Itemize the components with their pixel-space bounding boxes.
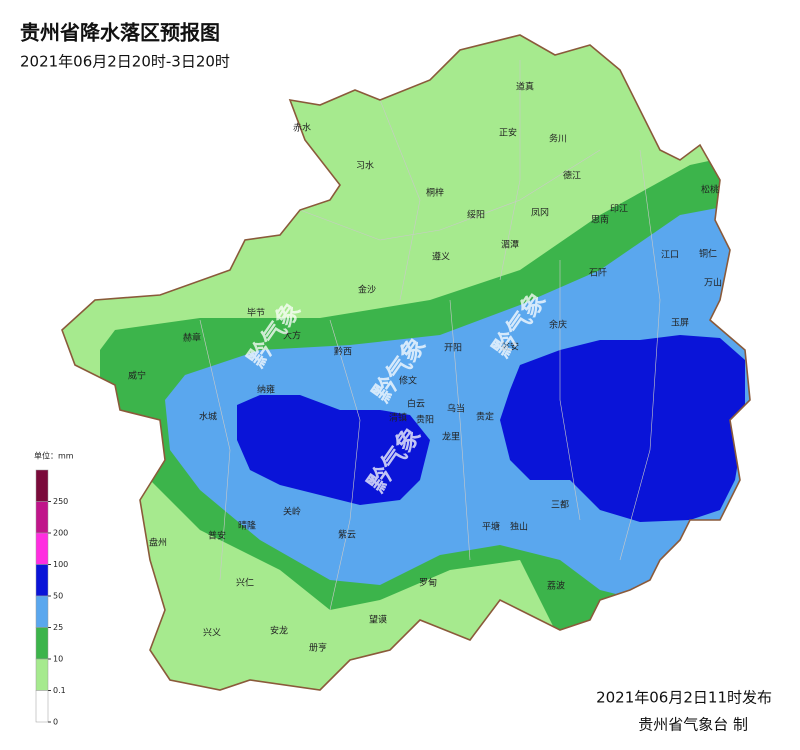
place-label: 威宁 (128, 370, 146, 382)
legend-tick-label: 50 (53, 592, 63, 601)
place-label: 纳雍 (257, 384, 275, 396)
place-label: 兴仁 (236, 577, 254, 589)
issue-time: 2021年06月2日11时发布 (596, 689, 772, 707)
place-label: 遵义 (432, 251, 450, 263)
legend-tick-label: 100 (53, 560, 68, 569)
legend-swatch (35, 658, 49, 691)
place-label: 习水 (356, 160, 374, 172)
place-label: 金沙 (358, 284, 376, 296)
legend-tick-label: 25 (53, 623, 63, 632)
place-label: 大方 (283, 330, 301, 342)
place-label: 赤水 (293, 122, 311, 134)
place-label: 修文 (399, 375, 417, 387)
place-label: 贵阳 (416, 414, 434, 426)
place-label: 龙里 (442, 431, 460, 443)
place-label: 水城 (199, 411, 217, 423)
place-label: 道真 (516, 81, 534, 93)
county-borders (199, 60, 661, 611)
legend-tick-label: 200 (53, 529, 68, 538)
legend-tick-label: 10 (53, 655, 63, 664)
place-label: 平塘 (482, 521, 500, 533)
place-label: 瓮安 (501, 341, 519, 353)
legend-swatch (35, 501, 49, 534)
legend-swatch (35, 469, 49, 502)
place-label: 紫云 (338, 530, 356, 541)
place-label: 黔西 (334, 346, 352, 358)
legend-swatch (35, 564, 49, 597)
place-label: 余庆 (549, 319, 567, 331)
place-label: 石阡 (589, 268, 607, 279)
place-label: 普安 (208, 530, 226, 542)
place-label: 铜仁 (699, 248, 717, 260)
place-label: 赫章 (183, 332, 201, 344)
issuer: 贵州省气象台 制 (638, 716, 748, 734)
legend-swatch (35, 595, 49, 628)
place-label: 清镇 (389, 412, 407, 424)
place-label: 册亨 (309, 642, 327, 654)
place-label: 凤冈 (531, 208, 549, 219)
legend-swatch (35, 627, 49, 660)
map-subtitle: 2021年06月2日20时-3日20时 (20, 53, 230, 71)
place-label: 万山 (704, 278, 722, 289)
place-label: 印江 (610, 203, 628, 215)
region-rainstorm (237, 395, 430, 505)
place-label: 贵定 (476, 411, 494, 423)
place-label: 松桃 (701, 184, 719, 196)
place-label: 罗甸 (419, 577, 437, 589)
place-label: 兴义 (203, 628, 221, 639)
place-label: 思南 (591, 214, 609, 226)
legend-tick-label: 0 (53, 718, 58, 727)
legend: 单位：mm 250 200 100 50 25 10 0.1 0 (34, 451, 74, 727)
place-label: 安龙 (270, 625, 288, 637)
legend-swatch (35, 690, 49, 723)
place-label: 乌当 (447, 403, 465, 415)
place-label: 湄潭 (501, 240, 519, 251)
place-label: 晴隆 (238, 520, 256, 532)
place-label: 江口 (661, 250, 679, 261)
place-label: 桐梓 (426, 187, 444, 199)
place-label: 玉屏 (671, 318, 689, 329)
legend-unit: 单位：mm (34, 451, 74, 461)
place-label: 关岭 (283, 506, 301, 518)
place-label: 绥阳 (467, 210, 485, 221)
place-label: 开阳 (444, 343, 462, 354)
place-label: 荔波 (547, 580, 565, 592)
place-label: 盘州 (149, 537, 167, 549)
map-title: 贵州省降水落区预报图 (20, 21, 220, 45)
place-label: 毕节 (247, 307, 265, 319)
place-label: 白云 (407, 398, 425, 410)
place-label: 正安 (499, 127, 517, 139)
legend-swatch (35, 532, 49, 565)
place-label: 德江 (563, 170, 581, 182)
place-label: 望谟 (369, 614, 387, 626)
place-label: 务川 (549, 133, 567, 145)
place-label: 独山 (510, 521, 528, 533)
legend-tick-label: 0.1 (53, 686, 66, 695)
region-rainstorm (500, 335, 745, 522)
place-label: 三都 (551, 500, 569, 511)
legend-tick-label: 250 (53, 497, 68, 506)
